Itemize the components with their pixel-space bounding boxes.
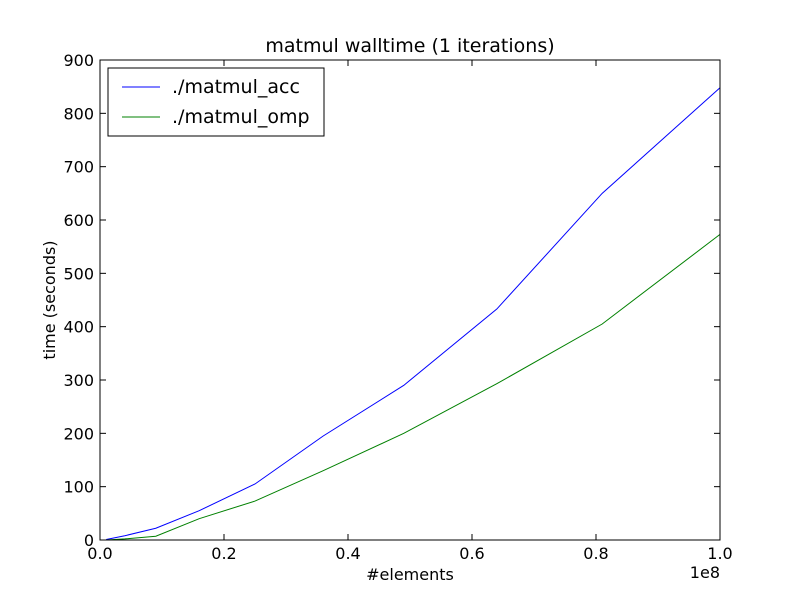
x-tick-label: 0.8 bbox=[583, 544, 608, 563]
y-tick-label: 600 bbox=[63, 211, 94, 230]
x-tick-label: 0.0 bbox=[87, 544, 112, 563]
y-tick-label: 900 bbox=[63, 51, 94, 70]
series-layer bbox=[106, 87, 721, 541]
y-tick-label: 0 bbox=[84, 531, 94, 550]
legend-label-matmul-omp: ./matmul_omp bbox=[172, 106, 310, 128]
x-tick-label: 0.6 bbox=[459, 544, 484, 563]
y-tick-label: 100 bbox=[63, 478, 94, 497]
x-tick-label: 1.0 bbox=[707, 544, 732, 563]
y-tick-label: 500 bbox=[63, 264, 94, 283]
legend-label-matmul-acc: ./matmul_acc bbox=[172, 76, 300, 98]
x-axis-offset-label: 1e8 bbox=[690, 563, 720, 582]
y-axis-label: time (seconds) bbox=[40, 240, 59, 359]
y-tick-label: 200 bbox=[63, 424, 94, 443]
plot-area-frame bbox=[99, 59, 721, 541]
series-line-1 bbox=[106, 234, 721, 541]
y-tick-label: 400 bbox=[63, 318, 94, 337]
chart-title: matmul walltime (1 iterations) bbox=[265, 35, 554, 57]
x-tick-label: 0.2 bbox=[211, 544, 236, 563]
series-line-0 bbox=[106, 87, 721, 540]
y-tick-label: 300 bbox=[63, 371, 94, 390]
legend-frame bbox=[107, 67, 325, 137]
x-axis-label: #elements bbox=[366, 565, 454, 584]
x-tick-label: 0.4 bbox=[335, 544, 360, 563]
legend: ./matmul_acc ./matmul_omp bbox=[107, 67, 325, 137]
y-tick-label: 800 bbox=[63, 104, 94, 123]
ticks-layer: 0.0 0.2 0.4 0.6 0.8 1.0 0 100 200 300 400 500 600 700… bbox=[63, 51, 732, 563]
y-tick-label: 700 bbox=[63, 158, 94, 177]
